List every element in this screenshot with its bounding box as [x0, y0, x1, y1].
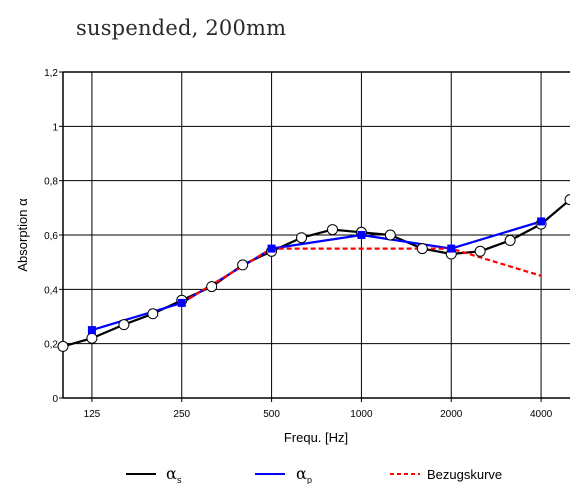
x-tick-label: 4000: [530, 409, 553, 420]
series-layer: [57, 194, 570, 352]
tick-labels: 0 0,2 0,4 0,6 0,8 1 1,2 125 250 500 1000 2000 4000: [44, 68, 553, 420]
y-tick-label: 0,4: [44, 285, 58, 296]
y-tick-label: 1,2: [44, 68, 58, 79]
legend-label-alpha-s-sub: s: [177, 475, 182, 484]
legend-label-alpha-p-sub: p: [307, 475, 312, 484]
y-tick-label: 1: [52, 122, 58, 133]
legend-label-alpha-p: α: [296, 464, 307, 483]
data-point--s: [384, 229, 396, 241]
data-point--p: [87, 326, 96, 335]
y-axis-label: Absorption α: [15, 198, 30, 272]
chart-title: suspended, 200mm: [76, 16, 287, 40]
series-line--p: [91, 220, 542, 332]
data-point--s: [564, 194, 570, 206]
x-tick-label: 500: [263, 409, 280, 420]
data-point--s: [296, 232, 308, 244]
data-point--s: [326, 224, 338, 236]
y-tick-label: 0,8: [44, 177, 58, 188]
x-tick-label: 1000: [350, 409, 373, 420]
legend-label-bezugskurve: Bezugskurve: [427, 467, 502, 482]
data-point--p: [537, 217, 546, 226]
data-point--s: [504, 234, 516, 246]
data-point--s: [416, 243, 428, 255]
data-point--p: [177, 298, 186, 307]
series-line-bezugskurve: [181, 247, 542, 304]
data-point--s: [118, 319, 130, 331]
x-tick-label: 125: [84, 409, 101, 420]
data-point--s: [206, 281, 218, 293]
x-tick-label: 2000: [440, 409, 463, 420]
legend-alpha-p-symbol: α: [296, 464, 307, 483]
data-point--s: [57, 340, 69, 352]
data-point--s: [474, 245, 486, 257]
data-point--s: [86, 332, 98, 344]
y-tick-label: 0,2: [44, 340, 58, 351]
data-point--p: [447, 244, 456, 253]
legend-label-alpha-s: α: [166, 464, 177, 483]
legend: α s α p Bezugskurve: [126, 464, 502, 484]
x-axis-label: Frequ. [Hz]: [284, 430, 348, 445]
data-point--p: [357, 231, 366, 239]
legend-alpha-s-symbol: α: [166, 464, 177, 483]
data-point--p: [267, 244, 276, 253]
y-tick-label: 0,6: [44, 231, 58, 242]
data-point--s: [147, 308, 159, 320]
data-point--s: [237, 259, 249, 271]
x-tick-label: 250: [173, 409, 190, 420]
y-tick-label: 0: [52, 394, 58, 405]
